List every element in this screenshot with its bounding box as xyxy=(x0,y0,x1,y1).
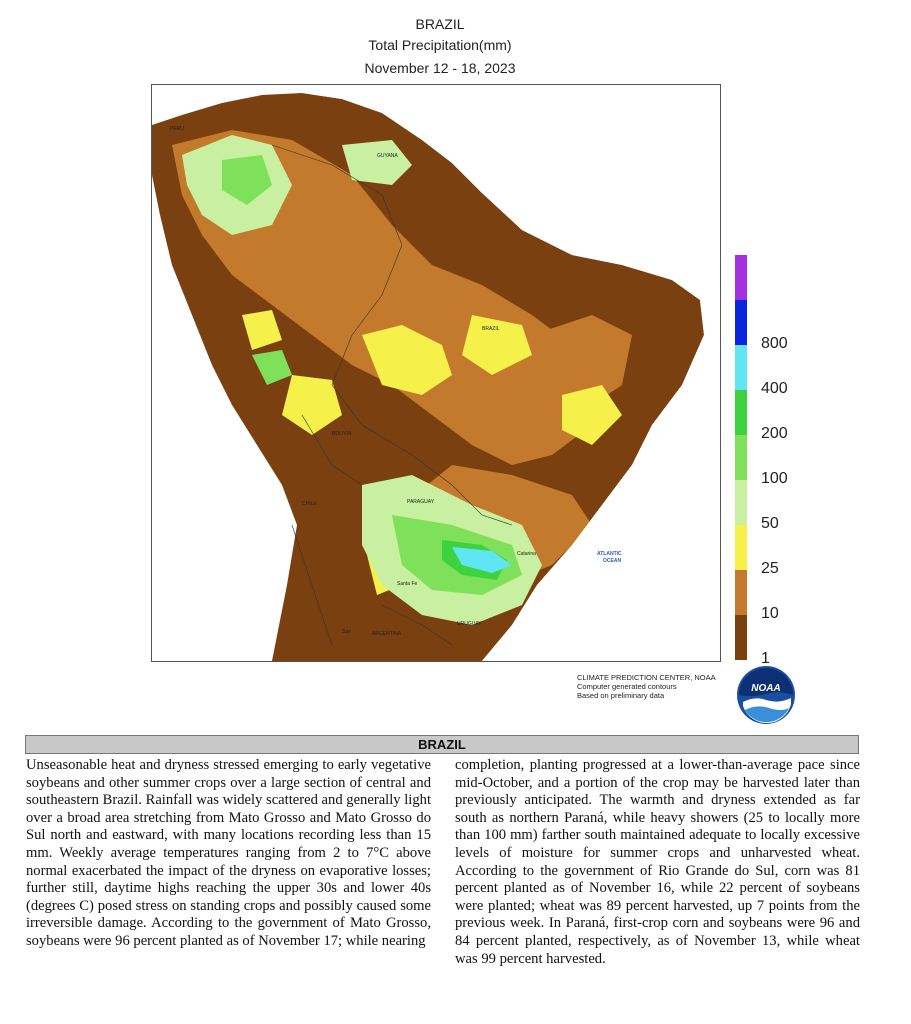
map-label-peru: PERU xyxy=(170,126,184,132)
map-label-brazil: BRAZIL xyxy=(482,326,500,332)
legend-swatch-8 xyxy=(735,615,747,660)
legend-label-2: 400 xyxy=(761,380,788,397)
wet-zone-amazon xyxy=(252,350,292,385)
legend-swatch-6 xyxy=(735,525,747,570)
brazil-border xyxy=(271,144,513,526)
credit-line-2: Computer generated contours xyxy=(577,682,677,691)
light-rain-zone xyxy=(172,130,602,465)
credit-line-3: Based on preliminary data xyxy=(577,691,665,700)
legend-swatch-3 xyxy=(735,390,747,435)
moderate-rain-zone xyxy=(282,375,342,435)
legend-label-3: 200 xyxy=(761,425,788,442)
section-header: BRAZIL xyxy=(25,735,859,754)
wet-zone-northwest-core xyxy=(222,155,272,205)
map-label-paraguay: PARAGUAY xyxy=(407,499,435,505)
legend-label-4: 100 xyxy=(761,470,788,487)
credit-block: CLIMATE PREDICTION CENTER, NOAA Computer… xyxy=(577,673,716,700)
credit-line-1: CLIMATE PREDICTION CENTER, NOAA xyxy=(577,673,716,682)
map-period: November 12 - 18, 2023 xyxy=(364,60,516,76)
map-label-argentina: ARGENTINA xyxy=(372,631,402,637)
light-rain-zone-3 xyxy=(532,315,632,405)
moderate-rain-zone xyxy=(362,325,452,395)
map-subtitle: Total Precipitation(mm) xyxy=(368,37,512,53)
precipitation-map: BOLIVIA PARAGUAY CHILE ARGENTINA URUGUAY… xyxy=(151,84,721,662)
map-label-uruguay: URUGUAY xyxy=(457,621,482,627)
map-label-san: San xyxy=(342,629,351,635)
noaa-logo: NOAA xyxy=(735,664,797,726)
legend-label-5: 50 xyxy=(761,515,779,532)
legend-label-8: 1 xyxy=(761,650,770,667)
precipitation-legend xyxy=(735,255,747,660)
legend-swatch-4 xyxy=(735,435,747,480)
map-title: BRAZIL xyxy=(415,16,465,32)
country-borders xyxy=(291,414,453,646)
legend-label-7: 10 xyxy=(761,605,779,622)
map-label-guyana: GUYANA xyxy=(377,153,398,159)
legend-swatch-7 xyxy=(735,570,747,615)
noaa-logo-text: NOAA xyxy=(751,683,780,694)
moderate-rain-zone xyxy=(462,315,532,375)
text-column-right: completion, planting progressed at a low… xyxy=(455,757,860,967)
heavy-rain-zone xyxy=(452,547,512,573)
ocean-label-line1: ATLANTIC xyxy=(597,551,622,557)
legend-swatch-1 xyxy=(735,300,747,345)
map-label-chile: CHILE xyxy=(302,501,317,507)
moderate-rain-zone xyxy=(242,310,282,350)
map-label-catarina: Catarina xyxy=(517,551,536,557)
map-label-santa-fe: Santa Fe xyxy=(397,581,418,587)
legend-swatch-5 xyxy=(735,480,747,525)
legend-swatch-0 xyxy=(735,255,747,300)
map-label-bolivia: BOLIVIA xyxy=(332,431,352,437)
ocean xyxy=(302,85,720,661)
wet-zone-north xyxy=(342,140,412,185)
legend-label-6: 25 xyxy=(761,560,779,577)
ocean-label-line2: OCEAN xyxy=(603,558,621,564)
text-column-left: Unseasonable heat and dryness stressed e… xyxy=(26,757,431,949)
legend-swatch-2 xyxy=(735,345,747,390)
moderate-rain-zone xyxy=(562,385,622,445)
legend-label-1: 800 xyxy=(761,335,788,352)
